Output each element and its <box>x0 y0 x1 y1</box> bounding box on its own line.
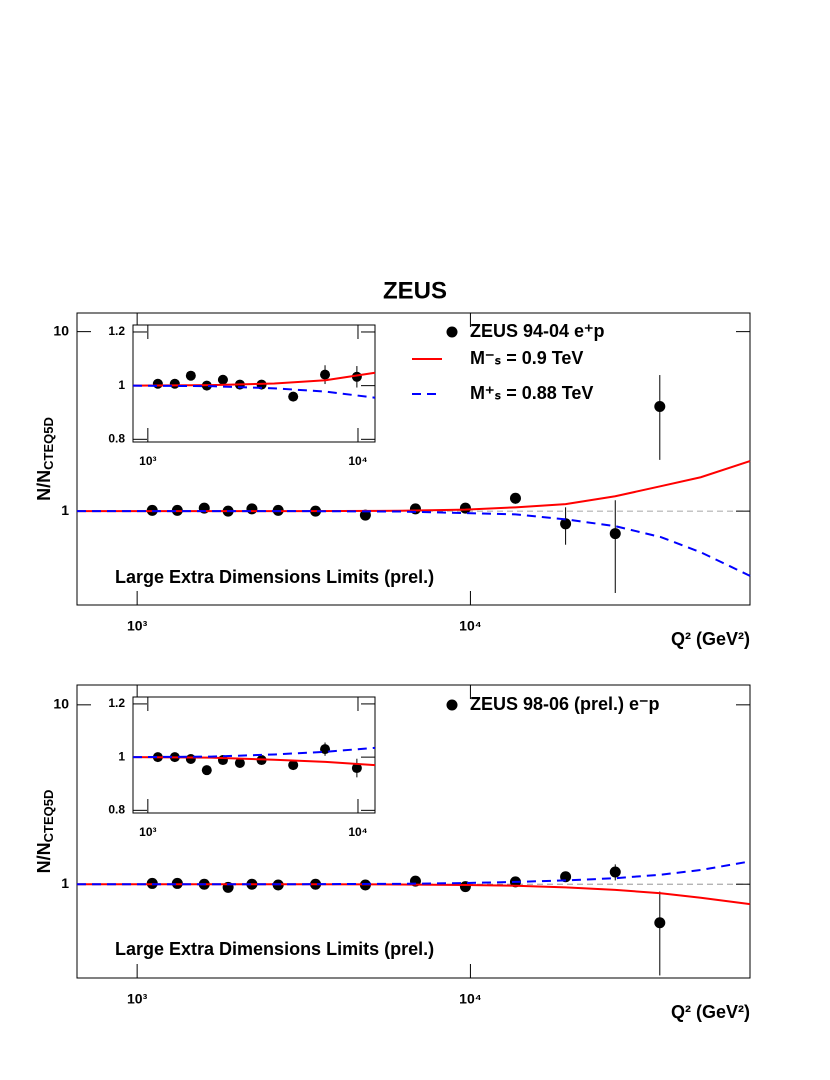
x-axis-label: Q² (GeV²) <box>671 1002 750 1022</box>
data-point <box>351 763 362 774</box>
data-point <box>246 503 258 515</box>
data-point <box>459 502 471 514</box>
annotation: Large Extra Dimensions Limits (prel.) <box>115 939 434 959</box>
data-point <box>560 518 572 530</box>
data-point <box>217 374 228 385</box>
data-point <box>201 765 212 776</box>
data-point <box>288 391 299 402</box>
data-point <box>234 757 245 768</box>
x-tick-label: 10⁴ <box>348 454 367 468</box>
y-tick-label: 1 <box>118 749 125 763</box>
y-tick-label: 1.2 <box>108 696 125 710</box>
y-tick-label: 10 <box>53 322 69 338</box>
data-point <box>320 369 331 380</box>
y-tick-label: 0.8 <box>108 431 125 445</box>
y-tick-label: 1 <box>61 875 69 891</box>
data-point <box>169 378 180 389</box>
curve <box>132 746 376 759</box>
legend-label: M⁻ₛ = 0.9 TeV <box>470 348 583 368</box>
y-tick-label: 1 <box>118 378 125 392</box>
data-point <box>185 753 196 764</box>
data-point <box>609 528 621 540</box>
x-tick-label: 10³ <box>139 454 156 468</box>
legend-marker <box>446 326 458 338</box>
legend-label: ZEUS 98-06 (prel.) e⁻p <box>470 694 660 714</box>
y-axis-label: N/NCTEQ5D <box>34 417 57 501</box>
chart-title: ZEUS <box>383 277 447 304</box>
y-tick-label: 10 <box>53 696 69 712</box>
x-tick-label: 10³ <box>127 991 148 1007</box>
y-axis-label: N/NCTEQ5D <box>34 790 57 874</box>
curve <box>77 460 751 513</box>
y-axis-label-sub: CTEQ5D <box>41 417 56 470</box>
x-tick-label: 10³ <box>139 825 156 839</box>
data-point <box>185 370 196 381</box>
curve <box>77 510 751 577</box>
y-axis-label-main: N/N <box>34 842 54 873</box>
data-point <box>654 917 666 929</box>
legend-label: ZEUS 94-04 e⁺p <box>470 321 605 341</box>
y-axis-label-main: N/N <box>34 470 54 501</box>
y-tick-label: 1 <box>61 502 69 518</box>
curve <box>77 883 751 906</box>
data-point <box>654 400 666 412</box>
data-point <box>509 492 521 504</box>
data-point <box>288 760 299 771</box>
y-axis-label-sub: CTEQ5D <box>41 790 56 843</box>
data-point <box>609 866 621 878</box>
x-tick-label: 10³ <box>127 618 148 634</box>
data-point <box>320 744 331 755</box>
x-tick-label: 10⁴ <box>459 991 482 1007</box>
legend-label: M⁺ₛ = 0.88 TeV <box>470 383 593 403</box>
data-point <box>152 378 163 389</box>
curve <box>132 384 376 399</box>
legend-marker <box>446 699 458 711</box>
x-axis-label: Q² (GeV²) <box>671 629 750 649</box>
x-tick-label: 10⁴ <box>348 825 367 839</box>
y-tick-label: 1.2 <box>108 324 125 338</box>
curve <box>77 860 751 886</box>
annotation: Large Extra Dimensions Limits (prel.) <box>115 567 434 587</box>
x-tick-label: 10⁴ <box>459 618 482 634</box>
y-tick-label: 0.8 <box>108 803 125 817</box>
